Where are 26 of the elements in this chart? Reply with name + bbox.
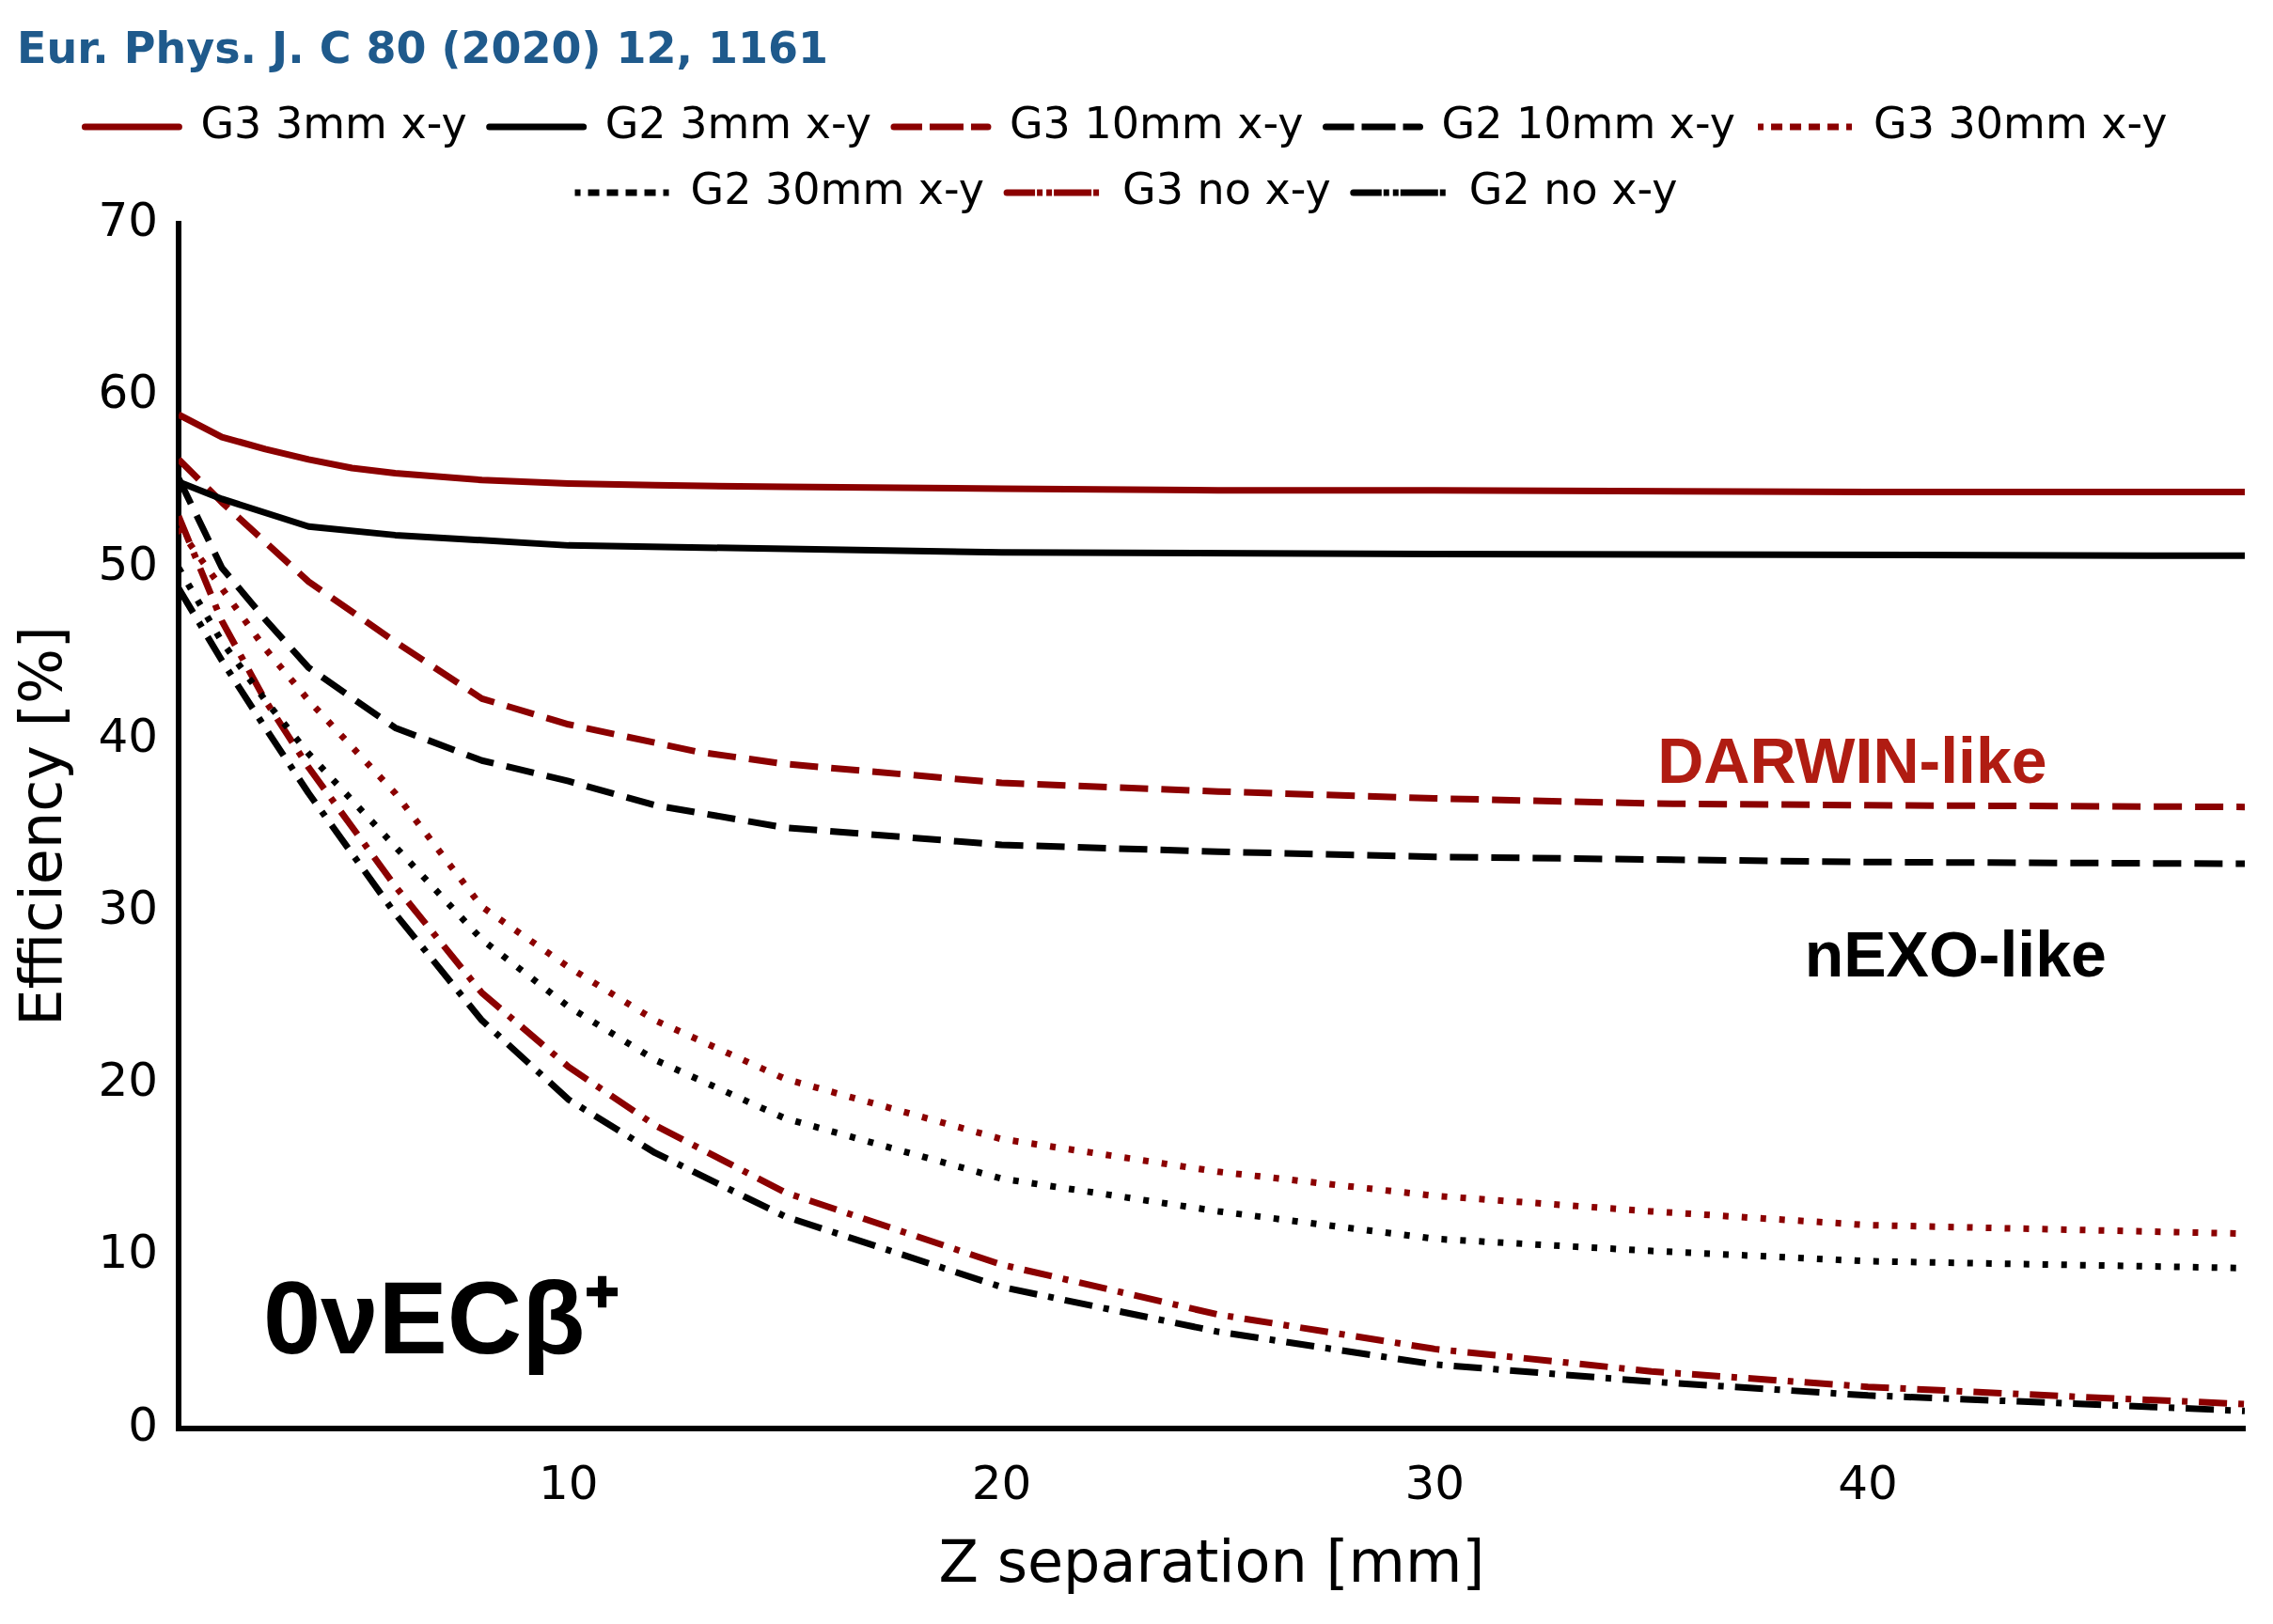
legend-label: G3 no x-y [1122,163,1331,214]
legend-label: G2 3mm x-y [604,97,871,148]
legend-label: G2 10mm x-y [1441,97,1736,148]
x-tick-label: 20 [971,1455,1032,1510]
annotation: DARWIN-like [1657,725,2047,797]
x-tick-label: 40 [1838,1455,1898,1510]
x-axis-title: Z separation [mm] [938,1526,1485,1596]
x-tick-label: 10 [538,1455,599,1510]
y-tick-label: 50 [98,537,159,592]
y-tick-label: 0 [128,1397,159,1452]
legend-label: G3 10mm x-y [1009,97,1304,148]
y-tick-label: 30 [98,881,159,936]
y-tick-label: 70 [98,192,159,247]
legend-label: G3 30mm x-y [1873,97,2168,148]
y-tick-label: 60 [98,365,159,420]
y-tick-label: 40 [98,709,159,764]
x-tick-label: 30 [1404,1455,1466,1510]
legend-label: G3 3mm x-y [200,97,467,148]
annotation: 0νECβ⁺ [263,1258,620,1375]
annotation: nEXO-like [1804,917,2107,990]
legend-label: G2 no x-y [1468,163,1678,214]
y-tick-label: 20 [98,1053,159,1108]
y-tick-label: 10 [98,1225,159,1280]
y-axis-title: Efficiency [%] [7,625,76,1026]
legend-label: G2 30mm x-y [690,163,985,214]
text: Eur. Phys. J. C 80 (2020) 12, 1161 [17,22,829,73]
